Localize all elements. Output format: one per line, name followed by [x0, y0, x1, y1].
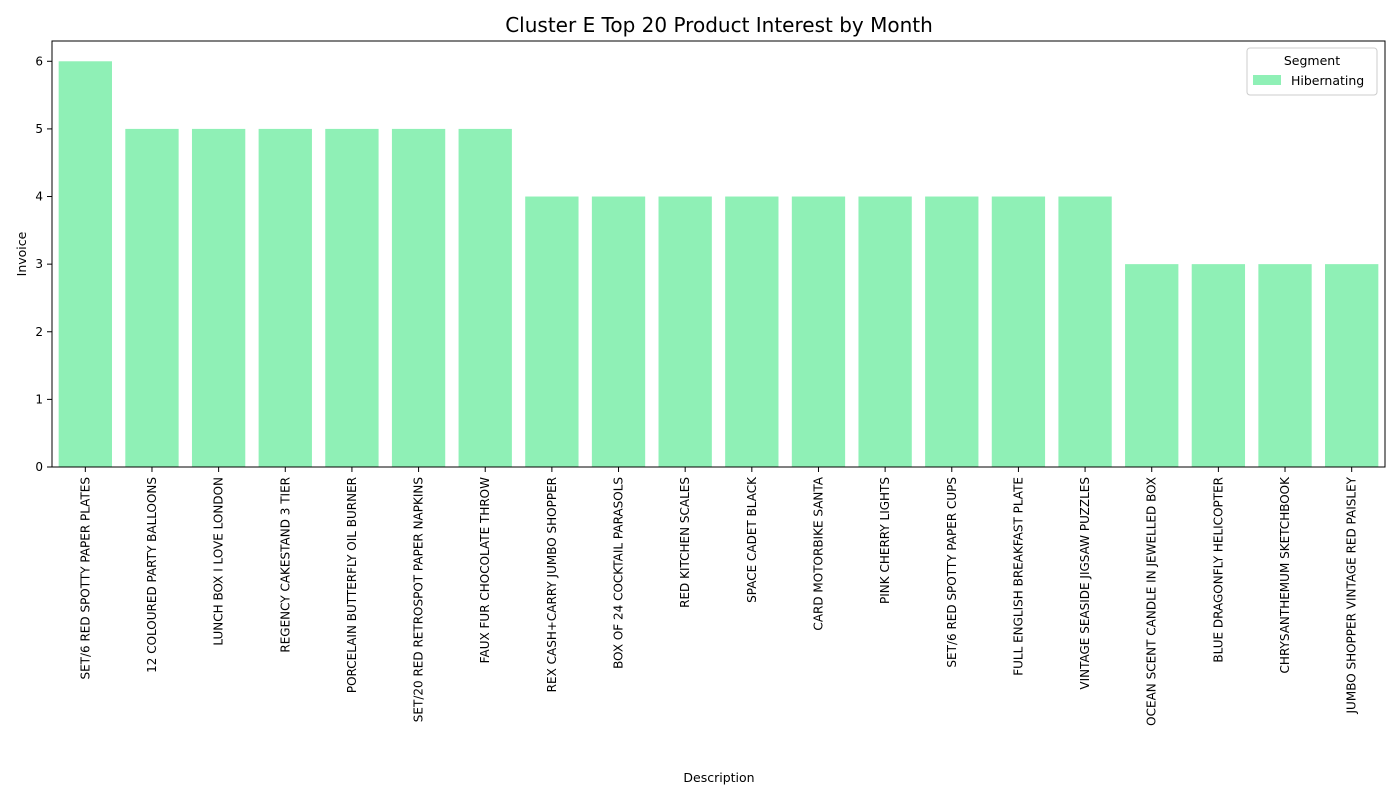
legend-title: Segment [1284, 53, 1340, 68]
chart-title: Cluster E Top 20 Product Interest by Mon… [505, 13, 933, 37]
bar-17 [1125, 264, 1179, 467]
bar-11 [725, 196, 779, 467]
bar-7 [458, 128, 512, 467]
bar-8 [525, 196, 579, 467]
bar-4 [258, 128, 312, 467]
x-axis: SET/6 RED SPOTTY PAPER PLATES 12 COLOURED… [78, 467, 1359, 726]
x-tick-label: BOX OF 24 COCKTAIL PARASOLS [612, 477, 626, 669]
y-tick-label: 4 [35, 190, 43, 204]
plot-area-frame [51, 40, 1386, 468]
legend-swatch-hibernating [1253, 75, 1281, 85]
bar-3 [191, 128, 246, 467]
bar-10 [658, 196, 712, 467]
x-tick-label: PINK CHERRY LIGHTS [878, 477, 892, 604]
y-tick-label: 6 [35, 54, 43, 68]
x-tick-label: LUNCH BOX I LOVE LONDON [212, 477, 226, 646]
bar-16 [1058, 196, 1112, 467]
x-tick-label: REX CASH+CARRY JUMBO SHOPPER [545, 477, 559, 692]
x-tick-label: SET/20 RED RETROSPOT PAPER NAPKINS [412, 477, 426, 722]
legend: Segment Hibernating [1246, 47, 1378, 96]
x-tick-label: VINTAGE SEASIDE JIGSAW PUZZLES [1078, 477, 1092, 690]
x-tick-label: PORCELAIN BUTTERFLY OIL BURNER [345, 477, 359, 693]
x-tick-label: SET/6 RED SPOTTY PAPER PLATES [78, 477, 92, 680]
bars-layer [58, 61, 1379, 468]
y-tick-label: 5 [35, 122, 43, 136]
y-tick-label: 2 [35, 325, 43, 339]
y-axis: 0 1 2 3 4 5 6 [35, 54, 52, 474]
x-axis-label: Description [683, 770, 754, 785]
x-tick-label: OCEAN SCENT CANDLE IN JEWELLED BOX [1145, 477, 1159, 726]
bar-2 [125, 128, 179, 467]
bar-18 [1191, 264, 1246, 467]
bar-13 [858, 196, 912, 467]
x-tick-label: SPACE CADET BLACK [745, 476, 759, 603]
y-tick-label: 0 [35, 460, 43, 474]
x-tick-label: RED KITCHEN SCALES [678, 477, 692, 608]
x-tick-label: JUMBO SHOPPER VINTAGE RED PAISLEY [1345, 476, 1359, 714]
x-tick-label: REGENCY CAKESTAND 3 TIER [278, 477, 292, 653]
bar-5 [325, 128, 379, 467]
x-tick-label: BLUE DRAGONFLY HELICOPTER [1211, 477, 1225, 663]
legend-entry-hibernating: Hibernating [1291, 73, 1364, 88]
x-tick-label: FAUX FUR CHOCOLATE THROW [478, 477, 492, 663]
bar-6 [391, 128, 446, 467]
x-tick-label: 12 COLOURED PARTY BALLOONS [145, 477, 159, 673]
y-tick-label: 3 [35, 257, 43, 271]
bar-14 [925, 196, 979, 467]
bar-9 [591, 196, 646, 467]
bar-12 [791, 196, 846, 467]
x-tick-label: FULL ENGLISH BREAKFAST PLATE [1011, 477, 1025, 676]
x-tick-label: CHRYSANTHEMUM SKETCHBOOK [1278, 476, 1292, 674]
y-tick-label: 1 [35, 392, 43, 406]
x-tick-label: SET/6 RED SPOTTY PAPER CUPS [945, 477, 959, 668]
bar-19 [1258, 264, 1312, 467]
x-tick-label: CARD MOTORBIKE SANTA [811, 476, 825, 630]
bar-1 [58, 61, 112, 468]
bar-20 [1325, 264, 1379, 467]
bar-15 [991, 196, 1046, 467]
y-axis-label: Invoice [14, 231, 29, 276]
